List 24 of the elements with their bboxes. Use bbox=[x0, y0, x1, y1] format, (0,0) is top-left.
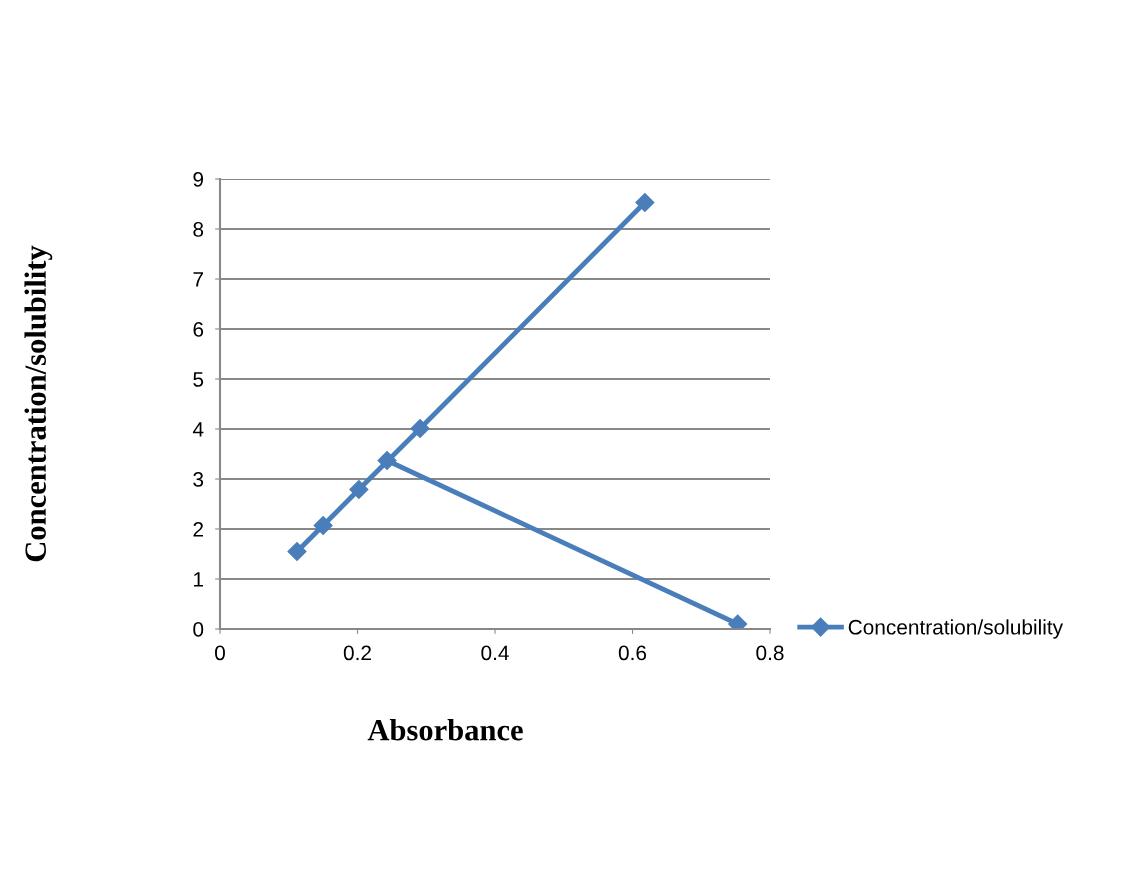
x-tick-label: 0.2 bbox=[343, 645, 371, 661]
y-tick-label: 4 bbox=[192, 422, 204, 437]
y-tick-label: 5 bbox=[193, 372, 204, 387]
point bbox=[287, 541, 307, 562]
point bbox=[313, 515, 333, 536]
point bbox=[410, 418, 430, 439]
y-tick-label: 3 bbox=[193, 472, 204, 487]
y-tick-label: 7 bbox=[193, 272, 203, 287]
x-axis-title: Absorbance bbox=[367, 719, 523, 741]
y-tick-label: 8 bbox=[193, 222, 204, 237]
y-tick-label: 0 bbox=[193, 622, 204, 637]
x-tick-label: 0 bbox=[215, 645, 225, 661]
x-tick-label: 0.8 bbox=[756, 645, 784, 661]
point bbox=[349, 479, 369, 500]
point bbox=[377, 450, 397, 471]
x-tick-label: 0.4 bbox=[481, 645, 509, 661]
y-tick-label: 9 bbox=[193, 172, 204, 187]
legend-label: Concentration/solubility bbox=[848, 619, 1064, 639]
y-axis-title: Concentration/solubility bbox=[24, 245, 53, 562]
point bbox=[635, 192, 655, 213]
x-tick-label: 0.6 bbox=[618, 645, 647, 661]
y-tick-label: 2 bbox=[193, 522, 203, 537]
y-tick-label: 1 bbox=[194, 572, 204, 587]
y-tick-label: 6 bbox=[193, 322, 204, 337]
